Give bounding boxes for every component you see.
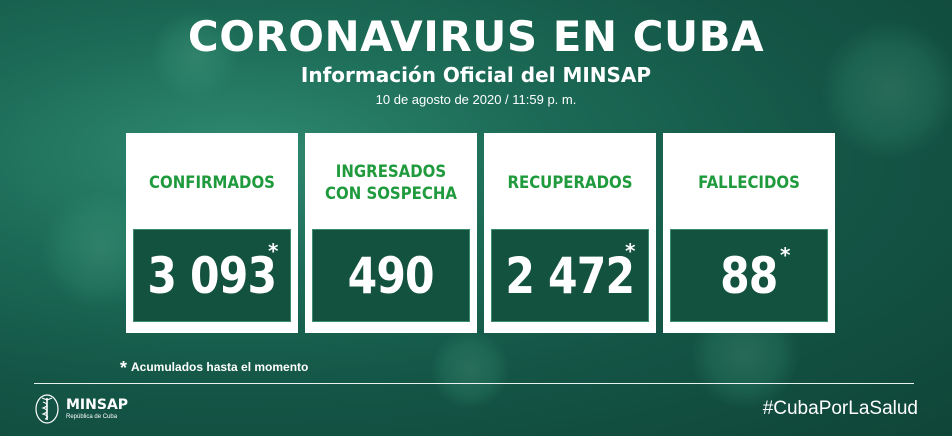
minsap-logo: MINSAP República de Cuba — [34, 393, 128, 425]
virus-decoration — [430, 330, 510, 410]
hashtag: #CubaPorLaSalud — [762, 398, 918, 419]
asterisk-mark: * — [625, 239, 636, 263]
asterisk-mark: * — [268, 239, 279, 263]
card-value-box: 3 093 — [133, 229, 291, 322]
card-label: FALLECIDOS — [698, 173, 800, 193]
logo-brand: MINSAP — [66, 397, 129, 413]
card-recuperados: RECUPERADOS 2 472 * — [484, 133, 656, 333]
card-fallecidos: FALLECIDOS 88 * — [663, 133, 835, 333]
card-label: RECUPERADOS — [507, 173, 633, 193]
footnote-asterisk: * — [120, 358, 128, 378]
virus-decoration — [820, 20, 952, 160]
card-value: 490 — [347, 246, 435, 305]
card-value-box: 490 — [312, 229, 470, 322]
card-confirmados: CONFIRMADOS 3 093 * — [126, 133, 298, 333]
page-subtitle: Información Oficial del MINSAP — [300, 63, 652, 87]
card-value-box: 2 472 — [491, 229, 649, 322]
divider — [34, 383, 914, 384]
card-value: 2 472 — [505, 246, 636, 305]
caduceus-icon — [35, 394, 59, 424]
card-ingresados: INGRESADOS CON SOSPECHA 490 — [305, 133, 477, 333]
virus-decoration — [150, 10, 240, 100]
page-title: CORONAVIRUS EN CUBA — [187, 12, 765, 61]
asterisk-mark: * — [780, 243, 791, 267]
footnote-text: Acumulados hasta el momento — [131, 360, 309, 374]
card-label: INGRESADOS CON SOSPECHA — [325, 162, 457, 204]
header: CORONAVIRUS EN CUBA Información Oficial … — [0, 10, 952, 109]
card-label: CONFIRMADOS — [149, 173, 275, 193]
card-value: 88 — [720, 246, 778, 305]
logo-country: República de Cuba — [66, 414, 118, 420]
report-date: 10 de agosto de 2020 / 11:59 p. m. — [375, 92, 577, 107]
card-value: 3 093 — [147, 246, 278, 305]
card-value-box: 88 — [670, 229, 828, 322]
footnote: * Acumulados hasta el momento — [120, 355, 309, 378]
